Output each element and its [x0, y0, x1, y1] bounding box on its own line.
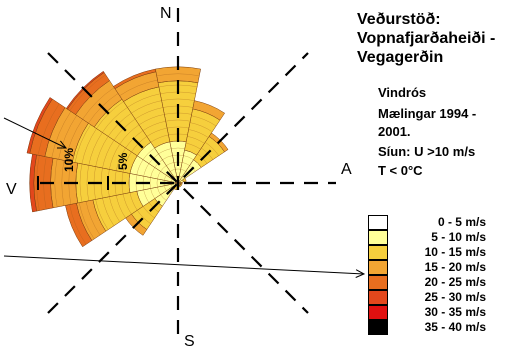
sector-texture-line [54, 158, 58, 208]
sector-texture-line [161, 98, 195, 101]
sector-14-bin-5 [65, 70, 105, 110]
sector-texture-line [102, 107, 128, 133]
legend-label-1: 5 - 10 m/s [431, 230, 486, 244]
sector-texture-line [37, 103, 60, 156]
compass-west-label: V [6, 181, 17, 198]
pointer-arrowhead-1 [355, 269, 366, 278]
sector-texture-line [86, 165, 89, 201]
grid-line-2 [47, 52, 309, 314]
sector-texture-line [78, 202, 95, 240]
annotation-pointers [3, 117, 366, 278]
sector-0-bin-3 [155, 66, 201, 84]
sector-texture-line [82, 87, 115, 120]
sector-3-bin-2 [182, 177, 187, 183]
sector-texture-line [79, 163, 83, 203]
ring-label-5: 5% [116, 152, 130, 170]
sector-texture-line [205, 142, 219, 156]
sector-texture-line [95, 199, 109, 230]
sector-texture-line [102, 197, 115, 226]
pointer-line-1 [3, 255, 365, 275]
compass-east-label: A [341, 161, 352, 178]
sector-texture-line [166, 162, 174, 166]
sector-texture-line [81, 128, 97, 164]
sector-texture-line [158, 148, 172, 155]
sector-texture-line [135, 107, 164, 120]
compass-south-label: S [184, 333, 195, 349]
sector-texture-line [102, 140, 115, 169]
legend-swatch-1 [368, 230, 388, 245]
legend-label-7: 35 - 40 m/s [424, 320, 486, 334]
legend-swatch-2 [368, 245, 388, 260]
sector-texture-line [65, 119, 83, 161]
legend-label-0: 0 - 5 m/s [437, 215, 486, 229]
sector-texture-line [74, 124, 91, 163]
legend-label-5: 25 - 30 m/s [424, 290, 486, 304]
legend-label-2: 10 - 15 m/s [424, 245, 486, 259]
sector-texture-line [131, 100, 162, 114]
legend-swatch-3 [368, 260, 388, 275]
info-measurement-period: Mælingar 1994 - [378, 106, 477, 121]
legend-swatch-0 [368, 215, 388, 230]
sector-texture-line [88, 132, 103, 166]
grid-line-3 [47, 52, 309, 314]
sector-texture-line [173, 175, 177, 178]
sector-texture-line [95, 136, 109, 167]
pointer-arrowhead-0 [56, 140, 68, 149]
sector-texture-line [58, 115, 77, 160]
sector-texture-line [170, 169, 176, 172]
legend-label-4: 20 - 25 m/s [424, 275, 486, 289]
station-title-line1: Veðurstöð: [357, 11, 441, 28]
ring-label-10: 10% [62, 148, 76, 172]
sector-texture-line [142, 121, 166, 131]
wind-rose-grid [37, 8, 336, 338]
info-measurement-year: 2001. [378, 124, 411, 139]
info-temperature: T < 0°C [378, 163, 423, 178]
sector-texture-line [138, 114, 165, 125]
sector-1-bin-3 [192, 100, 226, 121]
sector-texture-line [146, 127, 168, 137]
sector-texture-line [85, 201, 101, 236]
legend-swatch-5 [368, 290, 388, 305]
legend-label-3: 15 - 20 m/s [424, 260, 486, 274]
pointer-line-0 [3, 117, 67, 149]
sector-texture-line [150, 134, 169, 143]
legend-swatch-4 [368, 275, 388, 290]
legend-swatch-6 [368, 305, 388, 320]
sector-15-bin-4 [113, 68, 157, 90]
sector-texture-line [156, 73, 200, 77]
sector-texture-line [162, 155, 173, 160]
sector-texture-line [189, 122, 213, 132]
sector-texture-line [119, 79, 158, 96]
sector-texture-line [36, 155, 40, 211]
sector-texture-line [61, 160, 65, 206]
wind-rose-sectors [26, 66, 229, 248]
sector-texture-line [51, 111, 72, 158]
info-filter: Síun: U >10 m/s [378, 144, 476, 159]
sector-texture-line [191, 115, 217, 127]
legend-label-6: 30 - 35 m/s [424, 305, 486, 319]
sector-13-bin-5 [26, 97, 53, 154]
sector-texture-line [127, 93, 161, 108]
sector-texture-line [69, 204, 87, 245]
compass-north-label: N [160, 5, 172, 22]
station-title-line2: Vopnafjarðaheiði - [357, 30, 496, 47]
station-title: Veðurstöð: Vopnafjarðaheiði - Vegagerðin [357, 10, 507, 67]
info-chart-name: Vindrós [378, 85, 427, 100]
legend-swatch-7 [368, 320, 388, 335]
station-title-line3: Vegagerðin [357, 49, 444, 66]
